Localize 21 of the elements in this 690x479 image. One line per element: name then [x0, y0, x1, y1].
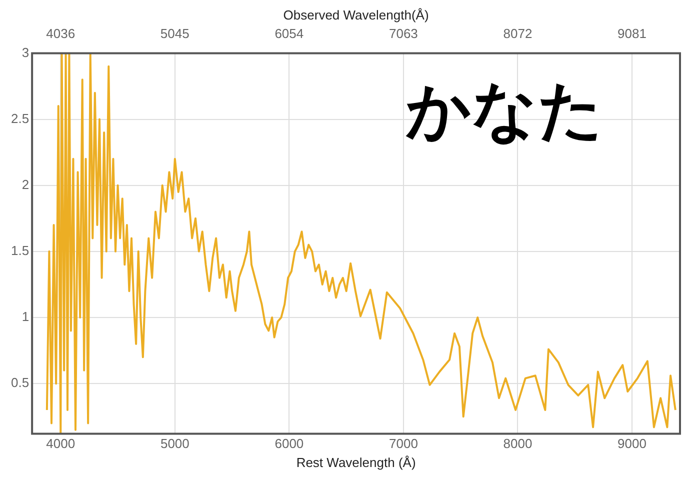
x-tick-label: 7000: [389, 436, 418, 452]
y-tick-label: 3: [22, 44, 30, 60]
x-tick-label: 9000: [618, 436, 646, 452]
y-tick-label: 2: [22, 176, 30, 192]
x2-tick-label: 7063: [388, 26, 418, 41]
x-tick-label: 5000: [160, 436, 190, 452]
x2-tick-label: 6054: [274, 26, 304, 41]
chart-title: かなた: [405, 74, 604, 148]
y-tick-label: 0.5: [10, 375, 30, 390]
x2-tick-label: 9081: [618, 26, 646, 41]
x-tick-label: 8000: [503, 436, 532, 452]
x-tick-label: 4000: [46, 436, 76, 452]
y-tick-label: 2.5: [10, 110, 30, 126]
x2-tick-label: 5045: [160, 26, 190, 41]
x2-tick-label: 4036: [46, 26, 76, 41]
x2-axis-title: Observed Wavelength(Å): [283, 7, 429, 22]
x-axis-title: Rest Wavelength (Å): [296, 454, 416, 470]
y-tick-label: 1.5: [10, 243, 30, 258]
x-tick-label: 6000: [274, 436, 304, 452]
x2-tick-label: 8072: [503, 26, 532, 41]
y-tick-label: 1: [22, 309, 30, 324]
